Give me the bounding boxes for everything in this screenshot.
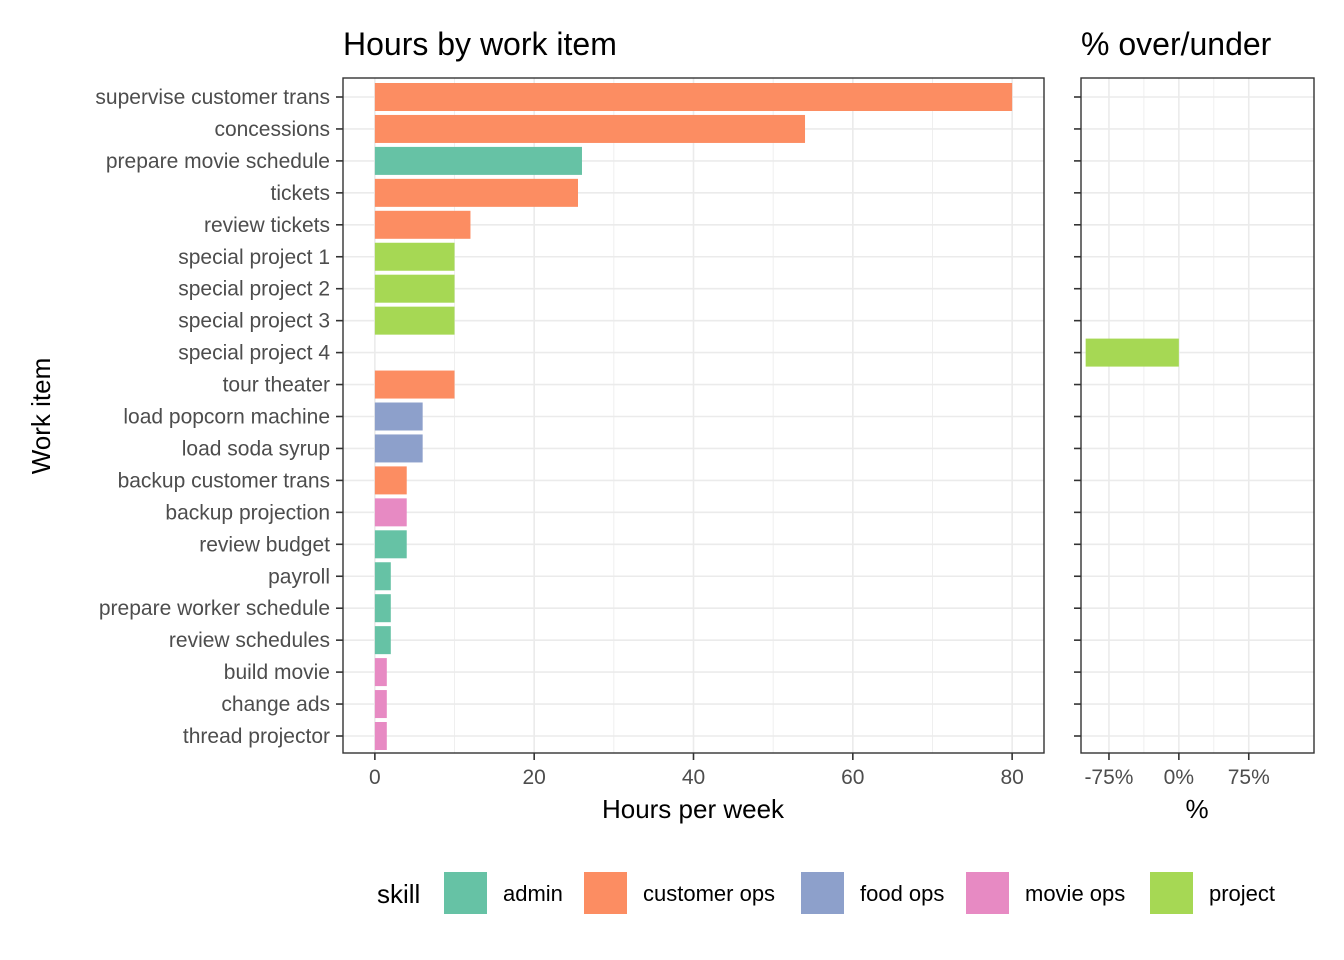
work-item-axis: supervise customer trans concessions prepa… xyxy=(95,86,343,748)
legend-label: customer ops xyxy=(643,881,775,906)
bar-prepare-worker-schedule xyxy=(374,594,391,623)
x-tick-label: 40 xyxy=(682,766,705,789)
bar-prepare-movie-schedule xyxy=(374,146,582,175)
skill-legend: skill admin customer ops food ops movie ops… xyxy=(377,872,1275,914)
y-tick-label: tickets xyxy=(270,182,330,205)
y-tick-label: special project 3 xyxy=(178,310,330,333)
bar-load-popcorn-machine xyxy=(374,402,423,431)
x-tick-label: 75% xyxy=(1228,766,1270,789)
bar-tour-theater xyxy=(374,370,455,399)
percent-panel-title: % over/under xyxy=(1081,26,1272,62)
legend-key-food-ops xyxy=(801,872,844,914)
x-tick-label: 0 xyxy=(369,766,381,789)
legend-label: food ops xyxy=(860,881,944,906)
y-tick-label: concessions xyxy=(214,118,330,141)
bar-review-tickets xyxy=(374,210,471,239)
percent-panel: -75% 0% 75% % over/under % xyxy=(1074,26,1315,824)
hours-axis-title: Hours per week xyxy=(602,794,785,824)
y-tick-label: backup projection xyxy=(165,501,330,524)
percent-y-ticks xyxy=(1074,96,1081,737)
y-tick-label: special project 4 xyxy=(178,342,330,365)
y-tick-label: prepare worker schedule xyxy=(99,597,330,620)
legend-label: project xyxy=(1209,881,1275,906)
bar-change-ads xyxy=(374,690,387,719)
hours-axis: 0 20 40 60 80 xyxy=(369,753,1024,789)
y-tick-label: load popcorn machine xyxy=(123,406,330,429)
y-tick-label: review tickets xyxy=(204,214,330,237)
bar-special-project-3 xyxy=(374,306,455,335)
legend-key-project xyxy=(1150,872,1193,914)
bar-build-movie xyxy=(374,658,387,687)
legend-label: admin xyxy=(503,881,563,906)
bar-backup-customer-trans xyxy=(374,466,407,495)
legend-key-movie-ops xyxy=(966,872,1009,914)
bar-thread-projector xyxy=(374,722,387,750)
y-tick-label: load soda syrup xyxy=(182,437,330,460)
percent-axis-title: % xyxy=(1185,794,1208,824)
y-tick-label: review budget xyxy=(199,533,330,556)
work-item-axis-title: Work item xyxy=(26,358,56,475)
bar-special-project-1 xyxy=(374,242,455,271)
x-tick-label: 60 xyxy=(841,766,864,789)
bar-backup-projection xyxy=(374,498,407,527)
pct-bar-special-project-4 xyxy=(1085,338,1179,367)
y-tick-label: review schedules xyxy=(169,629,330,652)
percent-grid xyxy=(1081,78,1314,753)
bar-special-project-2 xyxy=(374,274,455,303)
hours-panel-title: Hours by work item xyxy=(343,26,617,62)
bar-concessions xyxy=(374,114,806,143)
x-tick-label: -75% xyxy=(1084,766,1133,789)
legend-label: movie ops xyxy=(1025,881,1125,906)
x-tick-label: 80 xyxy=(1000,766,1023,789)
bar-tickets xyxy=(374,178,578,207)
bar-supervise-customer-trans xyxy=(374,83,1013,111)
y-tick-label: thread projector xyxy=(183,725,330,748)
legend-title: skill xyxy=(377,879,420,909)
x-tick-label: 20 xyxy=(523,766,546,789)
hours-bars xyxy=(374,83,1013,750)
y-tick-label: backup customer trans xyxy=(118,469,330,492)
y-tick-label: payroll xyxy=(268,565,330,588)
bar-payroll xyxy=(374,562,391,591)
bar-review-budget xyxy=(374,530,407,559)
y-tick-label: supervise customer trans xyxy=(95,86,330,109)
percent-axis: -75% 0% 75% xyxy=(1084,753,1270,789)
hours-panel: supervise customer trans concessions prepa… xyxy=(26,26,1045,824)
bar-load-soda-syrup xyxy=(374,434,423,463)
y-tick-label: change ads xyxy=(221,693,330,716)
bar-review-schedules xyxy=(374,626,391,655)
percent-bars xyxy=(1085,338,1179,367)
legend-items: admin customer ops food ops movie ops projec… xyxy=(444,872,1275,914)
y-tick-label: prepare movie schedule xyxy=(106,150,330,173)
y-tick-label: build movie xyxy=(224,661,330,684)
y-tick-label: special project 1 xyxy=(178,246,330,269)
legend-key-customer-ops xyxy=(584,872,627,914)
x-tick-label: 0% xyxy=(1164,766,1194,789)
y-tick-label: special project 2 xyxy=(178,278,330,301)
percent-panel-border xyxy=(1080,77,1315,754)
legend-key-admin xyxy=(444,872,487,914)
y-tick-label: tour theater xyxy=(223,374,330,397)
